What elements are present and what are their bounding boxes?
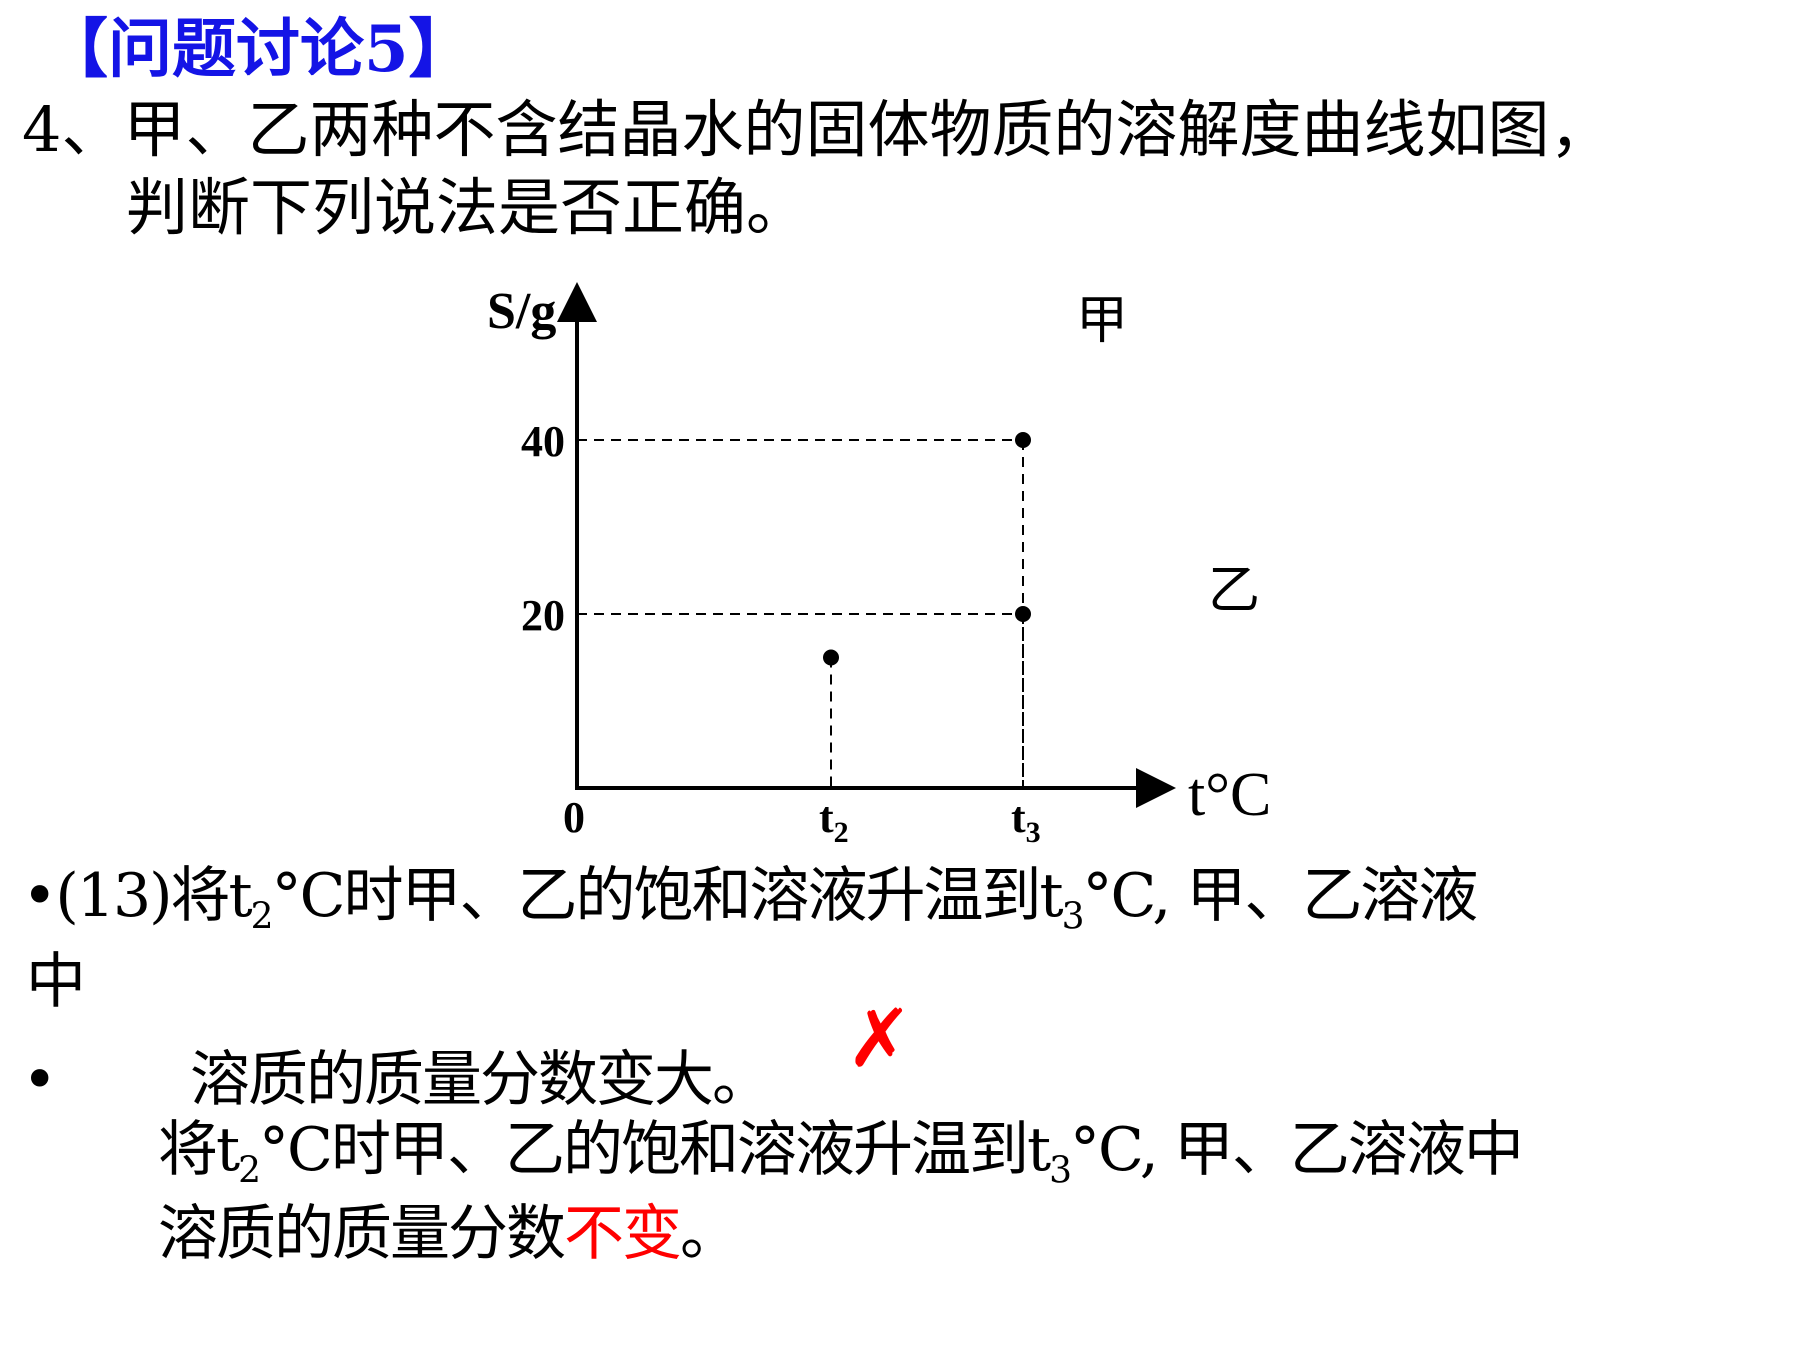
answer-line-2: 溶质的质量分数不变。	[158, 1196, 740, 1272]
data-point	[1015, 432, 1031, 448]
data-point	[823, 649, 839, 666]
answer-text: 将t	[158, 1115, 240, 1185]
origin-label: 0	[563, 793, 585, 842]
answer-text: °C时甲、乙的饱和溶液升温到t	[259, 1115, 1051, 1185]
statement-text: °C, 甲、乙溶液	[1082, 861, 1479, 931]
answer-highlight: 不变	[564, 1199, 682, 1269]
statement-wrap: 中	[26, 947, 86, 1017]
question-line-2: 判断下列说法是否正确。	[126, 171, 809, 244]
answer-text: 溶质的质量分数	[158, 1199, 566, 1269]
subscript: 2	[238, 1150, 261, 1192]
y-tick-label: 20	[521, 591, 565, 640]
series-label-jia: 甲	[1076, 293, 1128, 350]
x-axis-label: t°C	[1188, 761, 1271, 829]
question-line-1: 4、甲、乙两种不含结晶水的固体物质的溶解度曲线如图，	[22, 93, 1612, 166]
answer-text: °C, 甲、乙溶液中	[1069, 1115, 1524, 1185]
answer-line-1: 将t2°C时甲、乙的饱和溶液升温到t3°C, 甲、乙溶液中	[158, 1112, 1524, 1189]
x-tick-label: t2	[819, 793, 849, 849]
wrong-mark-icon: ✗	[846, 992, 914, 1085]
slide-title: 【问题讨论5】	[44, 12, 473, 87]
y-axis-label: S/g	[487, 283, 556, 340]
statement-text: (13)将t	[55, 861, 252, 931]
x-tick-label: t3	[1011, 793, 1041, 849]
subscript: 2	[250, 896, 274, 938]
y-tick-label: 40	[521, 417, 565, 466]
statement-text: °C时甲、乙的饱和溶液升温到t	[271, 861, 1064, 931]
series-label-yi: 乙	[1208, 563, 1260, 620]
answer-text: 。	[680, 1199, 740, 1269]
data-point	[1015, 606, 1031, 622]
statement-13: •(13)将t2°C时甲、乙的饱和溶液升温到t3°C, 甲、乙溶液	[22, 858, 1479, 935]
subscript: 3	[1049, 1150, 1072, 1192]
subscript: 3	[1061, 896, 1085, 938]
bullet-2: •	[22, 1045, 57, 1115]
bullet: •	[22, 861, 57, 931]
statement-line-3: 溶质的质量分数变大。	[190, 1045, 772, 1115]
solubility-chart: S/g t°C 0 甲 乙 20 40 t2 t3	[487, 282, 1271, 849]
